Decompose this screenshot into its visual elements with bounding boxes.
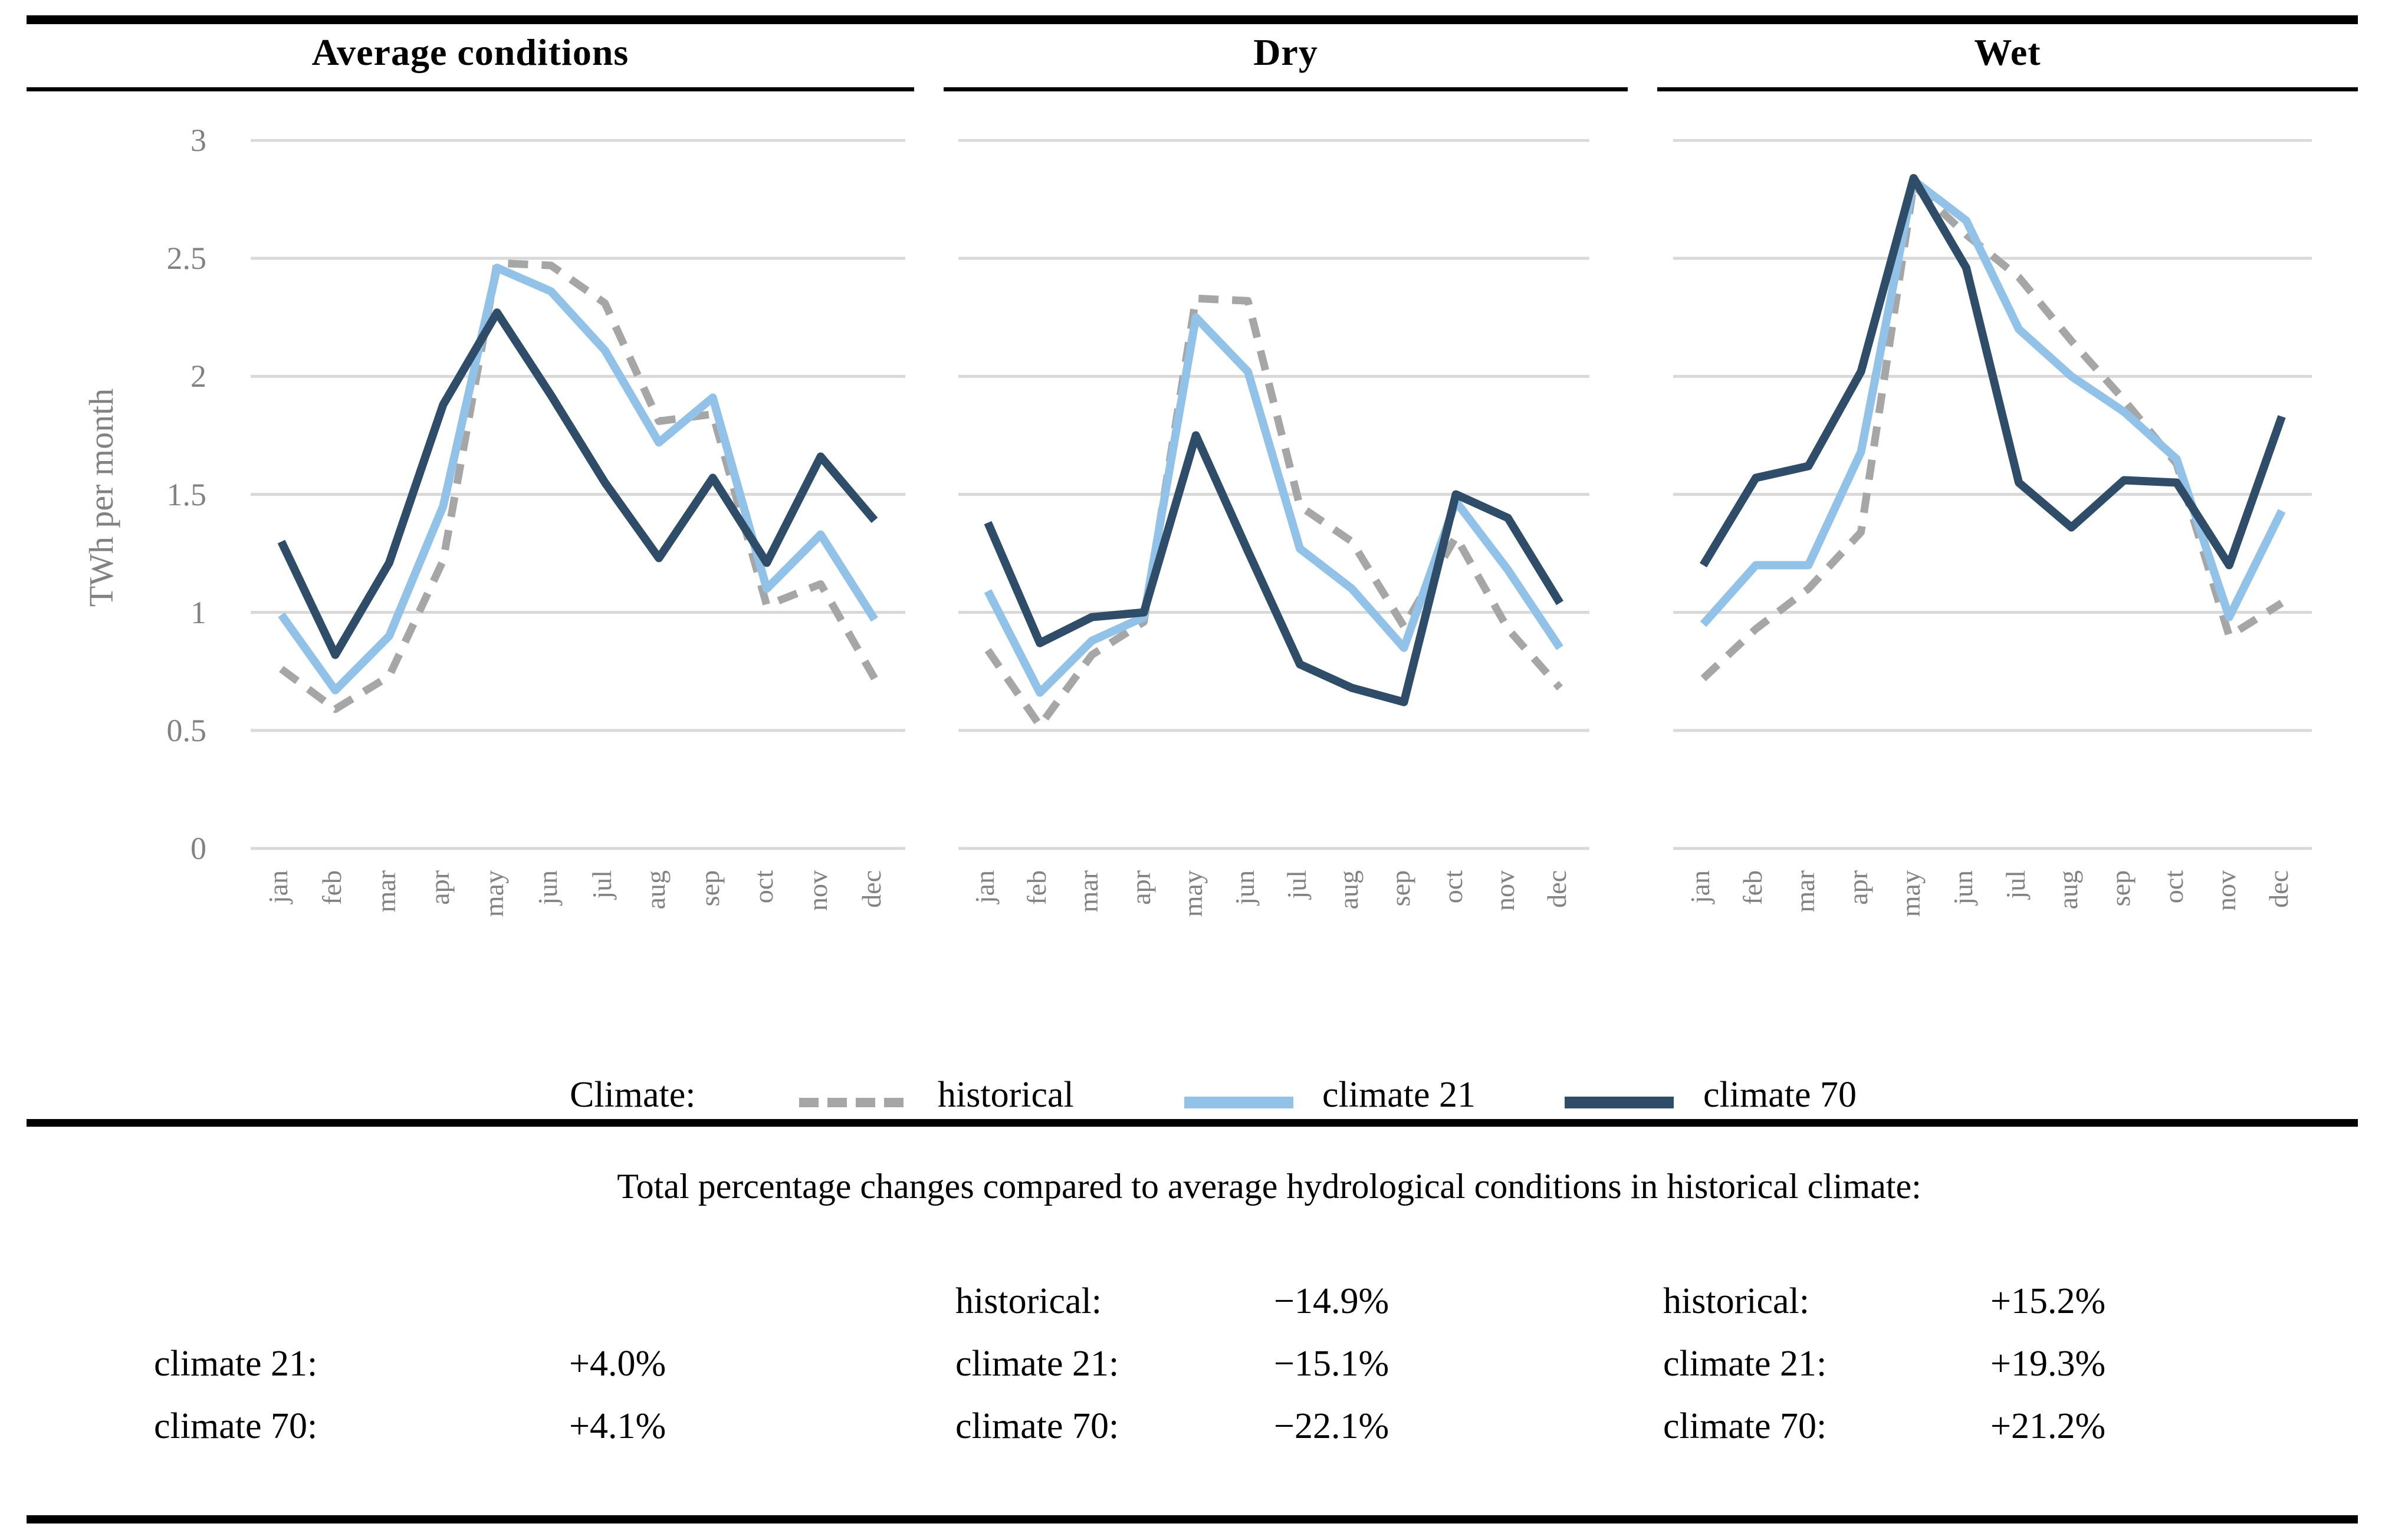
summary-value: +19.3% — [1990, 1344, 2106, 1384]
month-label: apr — [1125, 870, 1156, 905]
month-label: dec — [2264, 870, 2294, 908]
month-label: jun — [1229, 870, 1260, 905]
summary-label: climate 70: — [1663, 1406, 1827, 1446]
series-line-climate-21 — [278, 264, 878, 695]
chart-title-average: Average conditions — [311, 31, 629, 73]
month-label: sep — [1385, 870, 1416, 907]
month-label: nov — [1489, 870, 1520, 911]
header-rule-segment-2 — [944, 87, 1628, 91]
line-chart-average-conditions — [251, 139, 905, 850]
month-label: sep — [2105, 870, 2136, 907]
line-chart-dry — [958, 139, 1589, 850]
series-line-climate-21 — [984, 313, 1563, 697]
series-line-climate-70 — [984, 431, 1563, 706]
chart-title-wet: Wet — [1974, 31, 2041, 73]
y-tick-label: 3 — [190, 123, 206, 158]
month-label: feb — [1021, 870, 1052, 905]
month-label: nov — [2210, 870, 2241, 911]
month-label: mar — [1073, 870, 1104, 913]
legend-title: Climate: — [570, 1075, 696, 1115]
summary-label: climate 70: — [955, 1406, 1119, 1446]
month-label: mar — [370, 870, 401, 913]
summary-label: climate 21: — [154, 1344, 318, 1384]
summary-value: +4.0% — [569, 1344, 666, 1384]
y-tick-label: 2 — [190, 358, 206, 394]
y-tick-label: 1 — [190, 594, 206, 630]
summary-label: historical: — [955, 1281, 1102, 1321]
month-label: apr — [1842, 870, 1873, 905]
month-label: mar — [1790, 870, 1821, 913]
line-chart-wet — [1673, 139, 2312, 850]
legend-key-historical — [799, 1098, 911, 1107]
month-label: jan — [263, 870, 293, 904]
summary-label: historical: — [1663, 1281, 1809, 1321]
month-label: jul — [1282, 870, 1312, 899]
series-line-climate-21 — [1700, 176, 2286, 627]
chart-title-dry: Dry — [1253, 31, 1318, 73]
series-line-climate-70 — [277, 308, 878, 659]
summary-value: +4.1% — [569, 1406, 666, 1446]
summary-value: −14.9% — [1274, 1281, 1389, 1321]
top-rule — [27, 15, 2358, 24]
summary-value: +15.2% — [1990, 1281, 2106, 1321]
header-rule-segment-3 — [1657, 87, 2358, 91]
summary-label: climate 70: — [154, 1406, 318, 1446]
month-label: jan — [1685, 870, 1715, 904]
bottom-rule — [27, 1515, 2358, 1523]
month-label: oct — [2158, 870, 2189, 904]
month-label: feb — [1737, 870, 1768, 905]
y-tick-label: 0 — [190, 831, 206, 866]
legend-label-climate-21: climate 21 — [1322, 1075, 1476, 1115]
month-label: may — [1895, 870, 1926, 917]
month-label: jul — [586, 870, 617, 899]
month-label: dec — [1542, 870, 1572, 908]
summary-value: +21.2% — [1990, 1406, 2106, 1446]
y-tick-label: 1.5 — [166, 476, 207, 512]
legend-key-climate-21 — [1184, 1097, 1293, 1108]
mid-rule — [27, 1119, 2358, 1127]
month-label: aug — [2053, 870, 2084, 910]
series-line-climate-70 — [1700, 174, 2286, 570]
legend-label-climate-70: climate 70 — [1703, 1075, 1857, 1115]
series-line-historical — [279, 259, 878, 713]
month-label: aug — [1333, 870, 1364, 910]
summary-label: climate 21: — [955, 1344, 1119, 1384]
legend-key-climate-70 — [1565, 1097, 1674, 1108]
summary-heading: Total percentage changes compared to ave… — [617, 1167, 1921, 1206]
month-label: may — [478, 870, 509, 917]
month-label: oct — [1437, 870, 1468, 904]
y-tick-label: 0.5 — [166, 712, 207, 748]
summary-label: climate 21: — [1663, 1344, 1827, 1384]
month-label: jan — [970, 870, 1000, 904]
summary-value: −15.1% — [1274, 1344, 1389, 1384]
month-label: oct — [748, 870, 779, 904]
month-label: jun — [533, 870, 563, 905]
month-label: aug — [640, 870, 671, 910]
month-label: jun — [1947, 870, 1978, 905]
month-label: sep — [694, 870, 725, 907]
legend-label-historical: historical — [938, 1075, 1074, 1115]
month-label: apr — [425, 870, 455, 905]
month-label: may — [1177, 870, 1208, 917]
header-rule-segment-1 — [27, 87, 914, 91]
month-label: jul — [2000, 870, 2031, 899]
month-label: nov — [802, 870, 833, 911]
series-line-historical — [984, 294, 1563, 730]
month-label: feb — [317, 870, 347, 905]
month-label: dec — [856, 870, 886, 908]
summary-value: −22.1% — [1274, 1406, 1389, 1446]
y-tick-label: 2.5 — [166, 241, 207, 277]
